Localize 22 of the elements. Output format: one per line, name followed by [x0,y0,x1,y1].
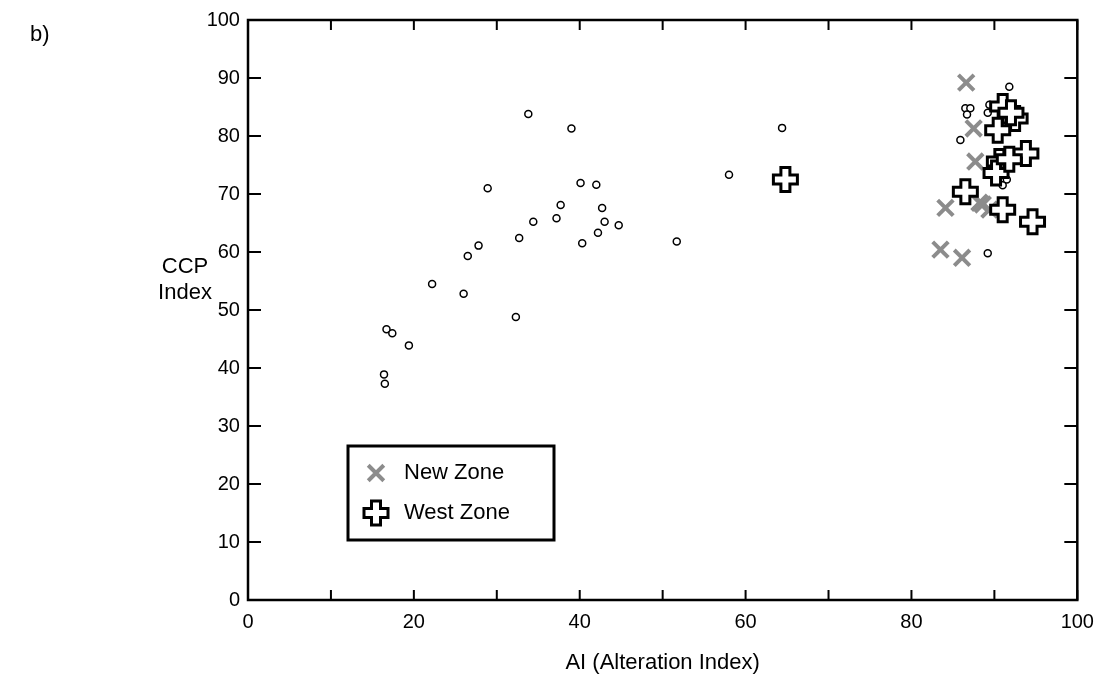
y-tick-label: 0 [228,587,240,610]
y-tick-label: 40 [217,355,240,378]
y-tick-label: 60 [217,239,240,262]
x-tick-label: 100 [1060,609,1094,632]
x-tick-label: 40 [568,609,591,632]
legend-label: New Zone [404,459,505,485]
y-tick-label: 50 [217,297,240,320]
y-tick-label: 70 [217,181,240,204]
y-tick-label: 90 [217,65,240,88]
y-tick-label: 10 [217,529,240,552]
text: b) [30,21,50,47]
y-axis-title: CCP Index [158,253,212,305]
x-tick-label: 80 [900,609,923,632]
x-axis-title: AI (Alteration Index) [565,648,760,674]
x-tick-label: 60 [734,609,757,632]
x-tick-label: 0 [242,609,254,632]
x-tick-label: 20 [402,609,425,632]
y-tick-label: 20 [217,471,240,494]
y-tick-label: 80 [217,123,240,146]
legend-label: West Zone [404,499,510,525]
y-tick-label: 100 [206,7,240,30]
y-tick-label: 30 [217,413,240,436]
